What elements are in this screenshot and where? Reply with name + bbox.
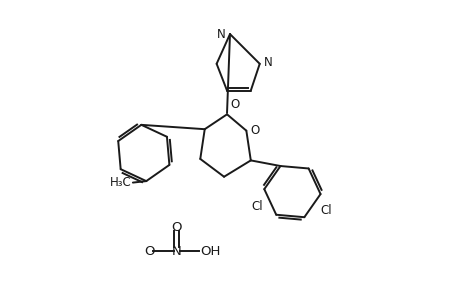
- Text: O: O: [171, 221, 181, 234]
- Text: N: N: [216, 28, 225, 40]
- Text: N: N: [171, 244, 181, 258]
- Text: O: O: [144, 244, 155, 258]
- Text: O: O: [230, 98, 239, 111]
- Text: Cl: Cl: [320, 205, 331, 218]
- Text: H₃C: H₃C: [109, 176, 131, 189]
- Text: O: O: [250, 124, 259, 137]
- Text: OH: OH: [200, 244, 220, 258]
- Text: N: N: [263, 56, 272, 69]
- Text: Cl: Cl: [251, 200, 262, 213]
